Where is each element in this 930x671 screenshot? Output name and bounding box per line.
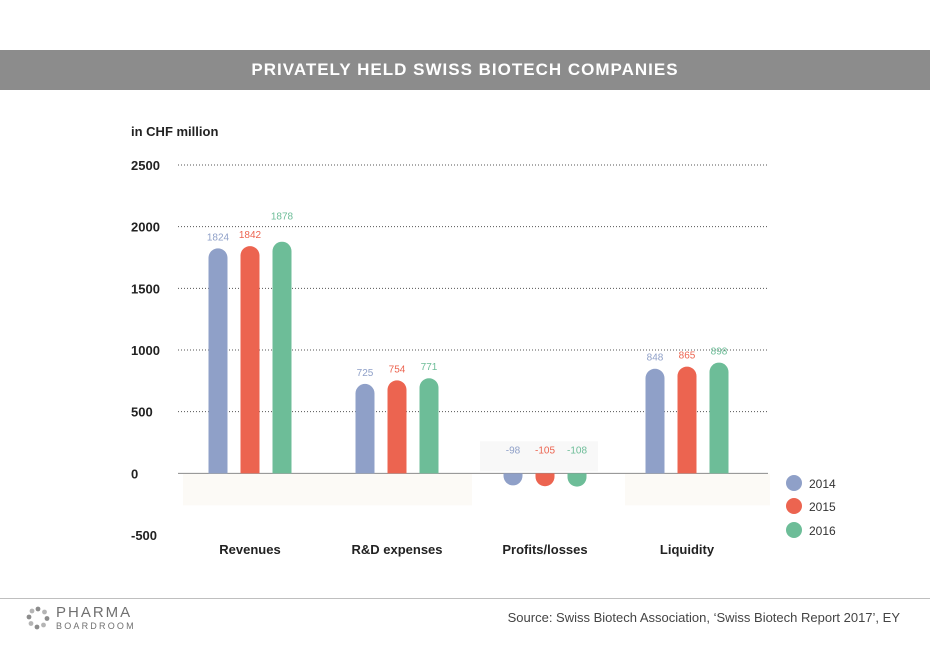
chart-title: PRIVATELY HELD SWISS BIOTECH COMPANIES [0, 50, 930, 90]
y-tick-label: 2500 [131, 158, 160, 173]
bar [503, 473, 523, 486]
bar [208, 248, 228, 474]
legend-swatch [786, 475, 802, 491]
pharma-boardroom-logo: PHARMA BOARDROOM [26, 603, 136, 633]
bar [677, 366, 697, 474]
y-tick-label: 2000 [131, 220, 160, 235]
bar [387, 380, 407, 474]
logo-text-pharma: PHARMA [56, 604, 133, 621]
bar [535, 473, 555, 487]
profit-label-band [480, 441, 598, 472]
bar [567, 473, 587, 487]
legend-label: 2016 [809, 524, 836, 538]
x-category-label: Profits/losses [502, 542, 587, 557]
y-axis-label: in CHF million [131, 124, 218, 139]
data-label: -98 [506, 445, 521, 456]
data-label: 725 [357, 368, 374, 379]
data-label: 898 [711, 347, 728, 358]
logo-dots-icon [26, 606, 50, 630]
y-tick-label: 500 [131, 405, 153, 420]
bar [355, 383, 375, 474]
y-tick-label: 1500 [131, 281, 160, 296]
data-label: 865 [679, 351, 696, 362]
data-label: 771 [421, 362, 438, 373]
data-label: 1824 [207, 232, 230, 243]
data-label: -105 [535, 445, 555, 456]
x-category-label: R&D expenses [351, 542, 442, 557]
source-note: Source: Swiss Biotech Association, ‘Swis… [507, 610, 900, 625]
chart: in CHF million 2500 2000 1500 1000 500 0 -500 18… [131, 124, 836, 557]
y-tick-label: 0 [131, 466, 138, 481]
legend-label: 2014 [809, 477, 836, 491]
bar [709, 362, 729, 474]
bar [240, 246, 260, 474]
y-tick-label: 1000 [131, 343, 160, 358]
data-label: 1878 [271, 212, 294, 223]
negative-band [625, 473, 770, 506]
x-category-label: Revenues [219, 542, 280, 557]
bar [272, 241, 292, 474]
data-label: 1842 [239, 230, 262, 241]
legend-swatch [786, 498, 802, 514]
bar [419, 378, 439, 474]
negative-band [183, 473, 472, 506]
top-margin [0, 0, 930, 50]
data-label: -108 [567, 445, 587, 456]
data-label: 754 [389, 364, 406, 375]
logo-text-boardroom: BOARDROOM [56, 621, 136, 631]
y-tick-label: -500 [131, 528, 157, 543]
data-label: 848 [647, 353, 664, 364]
legend-swatch [786, 522, 802, 538]
bar [645, 368, 665, 474]
legend-label: 2015 [809, 500, 836, 514]
footer-divider [0, 598, 930, 599]
x-category-label: Liquidity [660, 542, 715, 557]
